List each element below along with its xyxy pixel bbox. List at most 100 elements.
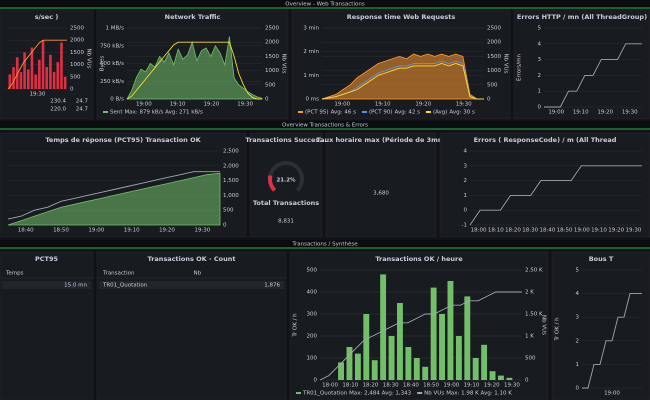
panel-title[interactable]: Transactions Succes... xyxy=(245,136,326,144)
tick-label: 2 K xyxy=(525,290,534,296)
tick-label: 2 xyxy=(464,178,468,184)
x-tick-label: 18:00 xyxy=(322,383,338,389)
x-tick-label: 18:10 xyxy=(488,228,504,234)
panel xyxy=(325,132,437,238)
panel-title[interactable]: Errors ( ResponseCode) / m (All Thread xyxy=(474,136,617,144)
bar xyxy=(388,336,395,380)
row-title[interactable]: Overview Transactions & Errors xyxy=(282,123,368,129)
legend-stats: Max: 1.98 K Avg: 1.10 K xyxy=(446,391,512,397)
panel-title[interactable]: Network Traffic xyxy=(165,13,221,21)
legend-name[interactable]: Sent xyxy=(110,110,123,116)
row-header xyxy=(0,0,650,8)
bar xyxy=(56,62,60,89)
tick-label: 1000 xyxy=(70,62,84,68)
legend-name[interactable]: TR01_Quotation xyxy=(302,391,348,397)
stat-value: 3,680 xyxy=(373,191,389,197)
panel-title[interactable]: PCT95 xyxy=(35,255,58,263)
panel-title[interactable]: Taux horaire max (Période de 3mn) xyxy=(316,136,445,144)
legend-stats: Avg: 46 s xyxy=(331,110,357,116)
tick-label: 4 xyxy=(538,41,542,47)
area xyxy=(321,53,484,100)
legend-name[interactable]: Nb VUs xyxy=(424,391,444,397)
bar xyxy=(15,57,19,89)
panel-title[interactable]: Transactions OK / heure xyxy=(375,255,463,263)
legend-stats: Max: 2,484 Avg: 1,343 xyxy=(349,391,411,397)
legend-stats: Avg: 42 s xyxy=(395,110,421,116)
row-title[interactable]: Overview - Web Transactions xyxy=(285,2,365,8)
legend-value: 24.7 xyxy=(76,107,89,113)
x-tick-label: 18:30 xyxy=(522,228,538,234)
line xyxy=(582,293,642,389)
bar xyxy=(481,344,488,380)
x-tick-label: 19:30 xyxy=(504,383,520,389)
x-tick-label: 19:20 xyxy=(608,228,624,234)
panel-title[interactable]: Temps de réponse (PCT95) Transaction OK xyxy=(45,136,201,144)
panel xyxy=(513,9,650,120)
x-tick-label: 18:10 xyxy=(342,383,358,389)
tick-label: 200 xyxy=(307,334,318,340)
tick-label: 0 xyxy=(525,378,529,384)
column-header[interactable]: Transaction xyxy=(102,271,135,277)
bar xyxy=(354,353,361,380)
panel xyxy=(249,132,323,238)
tick-label: 1 min xyxy=(303,73,319,79)
x-tick-label: 19:00 xyxy=(604,391,620,397)
axis-label: Nb VUs xyxy=(281,53,287,73)
bar xyxy=(19,71,23,89)
legend-swatch xyxy=(425,111,431,113)
legend-value: 24.7 xyxy=(76,99,89,105)
tick-label: 1.50 K xyxy=(525,312,543,318)
tick-label: 1,000 xyxy=(223,193,239,199)
tick-label: 3 xyxy=(576,315,580,321)
column-header[interactable]: Temps xyxy=(5,271,24,277)
tick-label: 1500 xyxy=(265,54,279,60)
legend-name[interactable]: (PCT 90) xyxy=(369,110,393,116)
bar xyxy=(12,67,15,89)
panel-title[interactable]: Transactions OK - Count xyxy=(148,255,236,263)
x-tick-label: 19:30 xyxy=(237,102,253,108)
tick-label: 0 xyxy=(538,105,542,111)
cell: TR01_Quotation xyxy=(102,283,148,289)
tick-label: 3 xyxy=(464,163,468,169)
panel-title[interactable]: Errors HTTP / mn (All ThreadGroup) xyxy=(517,13,647,21)
line xyxy=(321,63,484,100)
x-tick-label: 18:20 xyxy=(363,383,379,389)
panel-title[interactable]: Response time Web Requests xyxy=(347,13,456,21)
line xyxy=(544,43,642,108)
axis-label: Nb VUs xyxy=(541,315,547,335)
axis-label: Tr OK / h xyxy=(293,313,299,338)
tick-label: 0 xyxy=(576,386,580,392)
tick-label: 1 xyxy=(576,362,580,368)
tick-label: 1 K xyxy=(525,334,534,340)
x-tick-label: 19:30 xyxy=(194,228,210,234)
legend-swatch xyxy=(296,392,301,394)
bar xyxy=(45,67,49,89)
tick-label: 400 xyxy=(307,290,318,296)
bar xyxy=(363,314,370,380)
bar xyxy=(498,375,504,380)
subtitle: Total Transactions xyxy=(253,199,319,207)
x-tick-label: 19:00 xyxy=(136,102,152,108)
legend-name[interactable]: (PCT 95) xyxy=(305,110,329,116)
bar xyxy=(464,296,471,380)
tick-label: 500 xyxy=(525,356,536,362)
legend-swatch xyxy=(417,392,423,394)
panel-title[interactable]: s/sec ) xyxy=(35,13,59,21)
column-header[interactable]: Nb xyxy=(194,271,202,277)
x-tick-label: 19:30 xyxy=(622,110,638,116)
x-tick-label: 19:20 xyxy=(415,102,431,108)
x-tick-label: 19:10 xyxy=(170,102,186,108)
line xyxy=(7,39,67,90)
x-tick-label: 18:50 xyxy=(53,228,69,234)
panel-title[interactable]: Bous T xyxy=(589,255,614,263)
x-tick-label: 18:00 xyxy=(471,228,487,234)
tick-label: 1 xyxy=(464,193,468,199)
tick-label: 0 xyxy=(314,378,318,384)
x-tick-label: 19:30 xyxy=(456,102,472,108)
tick-label: 1,500 xyxy=(223,178,239,184)
row-title[interactable]: Transactions / Synthèse xyxy=(291,241,358,248)
x-tick-label: 19:00 xyxy=(334,102,350,108)
x-tick-label: 19:10 xyxy=(375,102,391,108)
tick-label: 300 xyxy=(307,312,318,318)
legend-name[interactable]: (Avg) xyxy=(433,110,447,116)
